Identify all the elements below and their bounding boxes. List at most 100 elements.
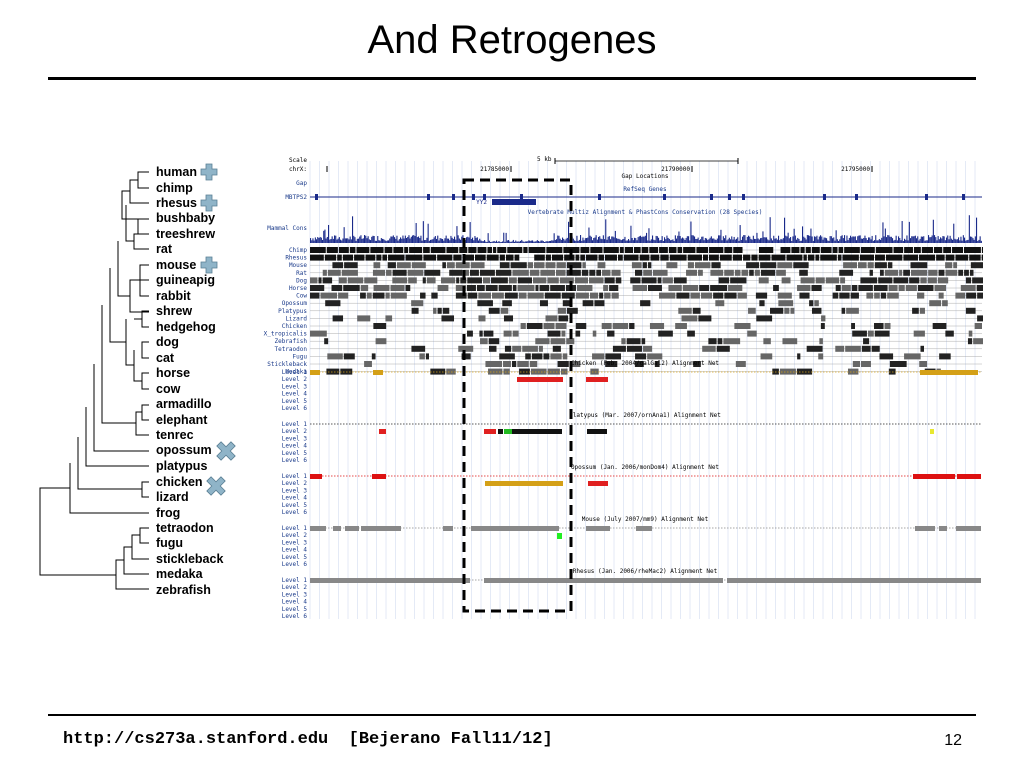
net-block <box>915 526 935 531</box>
net-level-label: Level 2 <box>282 480 308 487</box>
conservation-bar <box>709 237 711 243</box>
net-level-label: Level 1 <box>282 369 308 376</box>
conservation-bar <box>694 236 696 243</box>
alignment-block <box>838 247 844 253</box>
conservation-bar <box>689 240 691 243</box>
conservation-bar <box>400 237 402 243</box>
net-block <box>345 526 359 531</box>
conservation-bar <box>512 239 514 243</box>
net-block <box>310 474 322 479</box>
conservation-bar <box>953 223 955 243</box>
conservation-bar <box>484 240 486 243</box>
conservation-bar <box>632 240 634 243</box>
align-species-label: Mouse <box>289 262 307 269</box>
net-title: Platypus (Mar. 2007/ornAna1) Alignment N… <box>569 412 721 419</box>
alignment-block <box>920 345 925 352</box>
alignment-block <box>423 247 430 253</box>
alignment-block <box>343 353 355 360</box>
conservation-bar <box>518 241 520 243</box>
conservation-bar <box>610 239 612 243</box>
conservation-bar <box>790 237 792 243</box>
conservation-bar <box>696 238 698 243</box>
conservation-bar <box>726 240 728 243</box>
conservation-bar <box>894 239 896 243</box>
alignment-block <box>555 269 566 276</box>
net-level-label: Level 3 <box>282 591 308 598</box>
alignment-block <box>504 345 512 352</box>
alignment-block <box>640 300 651 307</box>
exon <box>710 194 713 200</box>
conservation-bar <box>979 236 981 243</box>
conservation-bar <box>787 232 789 243</box>
conservation-bar <box>374 240 376 243</box>
alignment-block <box>469 269 479 276</box>
conservation-bar <box>676 238 678 243</box>
alignment-block <box>324 338 329 345</box>
alignment-block <box>820 254 837 261</box>
alignment-block <box>466 285 476 291</box>
alignment-block <box>477 300 493 307</box>
conservation-bar <box>948 239 950 243</box>
alignment-block <box>589 269 596 276</box>
alignment-block <box>360 292 366 299</box>
alignment-block <box>737 292 747 299</box>
conservation-bar <box>883 236 885 243</box>
alignment-block <box>851 285 858 291</box>
alignment-block <box>407 269 424 276</box>
alignment-block <box>844 247 860 253</box>
conservation-bar <box>715 239 717 243</box>
alignment-block <box>913 247 921 253</box>
alignment-block <box>917 292 925 299</box>
alignment-block <box>442 262 446 269</box>
alignment-block <box>835 345 845 352</box>
conservation-bar <box>580 235 582 243</box>
alignment-block <box>446 262 455 269</box>
alignment-block <box>543 353 550 360</box>
conservation-bar <box>943 236 945 243</box>
conservation-bar <box>851 237 853 243</box>
alignment-block <box>488 307 500 314</box>
alignment-block <box>589 292 599 299</box>
net-level-label: Level 1 <box>282 421 308 428</box>
alignment-block <box>932 323 947 329</box>
conservation-bar <box>508 240 510 243</box>
alignment-block <box>719 254 732 261</box>
genome-browser-view: Scale chrX: 5 kb 21785000 21790000 21795000 Ga… <box>264 156 983 620</box>
conservation-bar <box>552 240 554 243</box>
alignment-block <box>512 285 517 291</box>
align-species-label: Zebrafish <box>274 338 307 345</box>
conservation-bar <box>601 239 603 243</box>
conservation-bar <box>517 241 519 243</box>
alignment-block <box>781 277 791 284</box>
alignment-block <box>735 361 746 367</box>
alignment-block <box>699 285 710 291</box>
alignment-block <box>800 247 805 253</box>
alignment-block <box>811 307 822 314</box>
conservation-bar <box>434 236 436 243</box>
conservation-bar <box>504 241 506 243</box>
conservation-bar <box>364 235 366 243</box>
alignment-block <box>686 269 698 276</box>
conservation-bar <box>379 240 381 243</box>
net-block <box>939 526 947 531</box>
alignment-block <box>633 247 641 253</box>
alignment-block <box>777 262 793 269</box>
alignment-block <box>562 353 568 360</box>
conservation-bar <box>547 241 549 243</box>
conservation-bar <box>826 238 828 243</box>
conservation-bar <box>865 238 867 243</box>
conservation-bar <box>768 240 770 243</box>
conservation-bar <box>800 240 802 243</box>
conservation-bar <box>827 240 829 243</box>
alignment-block <box>419 353 425 360</box>
exon <box>520 194 523 200</box>
alignment-block <box>933 247 943 253</box>
conservation-bar <box>679 236 681 243</box>
alignment-block <box>643 345 653 352</box>
conservation-bar <box>968 215 970 243</box>
alignment-block <box>617 254 623 261</box>
conservation-bar <box>498 241 500 243</box>
conservation-bar <box>352 216 354 243</box>
net-title: Chicken (Feb. 2004/galGal2) Alignment Ne… <box>571 360 719 367</box>
conservation-bar <box>660 240 662 243</box>
